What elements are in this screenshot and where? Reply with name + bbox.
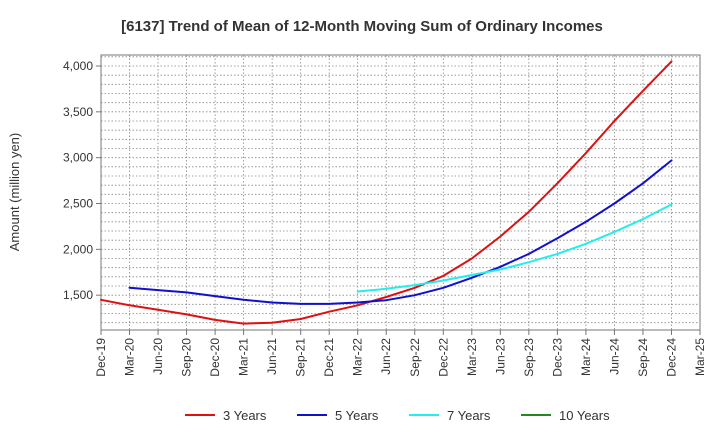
x-tick-label: Sep-22	[408, 338, 422, 377]
x-tick-label: Mar-25	[693, 338, 707, 376]
legend-item: 10 Years	[521, 408, 610, 423]
x-tick-label: Sep-24	[636, 338, 650, 377]
y-tick-label: 3,000	[63, 151, 93, 165]
x-tick-label: Dec-24	[664, 338, 678, 377]
series-line-7-years	[356, 203, 673, 293]
legend: 3 Years 5 Years 7 Years 10 Years	[185, 408, 610, 423]
legend-label: 5 Years	[335, 408, 379, 423]
x-tick-label: Mar-21	[237, 338, 251, 376]
series-line-3-years	[100, 60, 673, 325]
x-tick-label: Sep-21	[294, 338, 308, 377]
x-tick-label: Dec-20	[208, 338, 222, 377]
legend-item: 5 Years	[297, 408, 379, 423]
x-tick-label: Dec-21	[322, 338, 336, 377]
y-tick-label: 2,500	[63, 197, 93, 211]
x-tick-label: Jun-21	[265, 338, 279, 375]
legend-item: 3 Years	[185, 408, 267, 423]
x-tick-label: Mar-20	[123, 338, 137, 376]
legend-label: 3 Years	[223, 408, 267, 423]
x-tick-label: Mar-22	[351, 338, 365, 376]
x-tick-label: Sep-23	[522, 338, 536, 377]
x-tick-label: Jun-20	[151, 338, 165, 375]
x-tick-label: Mar-24	[579, 338, 593, 376]
plot-frame	[100, 54, 701, 331]
legend-label: 10 Years	[559, 408, 610, 423]
x-tick-label: Sep-20	[180, 338, 194, 377]
chart-title: [6137] Trend of Mean of 12-Month Moving …	[121, 18, 603, 35]
y-tick-label: 1,500	[63, 288, 93, 302]
x-tick-label: Dec-19	[94, 338, 108, 377]
y-tick-label: 3,500	[63, 105, 93, 119]
x-tick-label: Dec-23	[550, 338, 564, 377]
x-tick-label: Jun-23	[493, 338, 507, 375]
x-tick-label: Jun-24	[607, 338, 621, 375]
x-axis: Dec-19 Mar-20 Jun-20 Sep-20 Dec-20 Mar-21 Jun-…	[94, 330, 707, 377]
y-tick-label: 2,000	[63, 242, 93, 256]
x-tick-label: Mar-23	[465, 338, 479, 376]
y-axis: 1,500 2,000 2,500 3,000 3,500 4,000	[63, 59, 101, 302]
x-tick-label: Dec-22	[436, 338, 450, 377]
series-line-5-years	[128, 159, 673, 305]
y-tick-label: 4,000	[63, 59, 93, 73]
grid	[101, 55, 700, 330]
legend-label: 7 Years	[447, 408, 491, 423]
series-layer	[100, 60, 673, 325]
y-axis-label: Amount (million yen)	[7, 133, 22, 252]
legend-item: 7 Years	[409, 408, 491, 423]
x-tick-label: Jun-22	[379, 338, 393, 375]
